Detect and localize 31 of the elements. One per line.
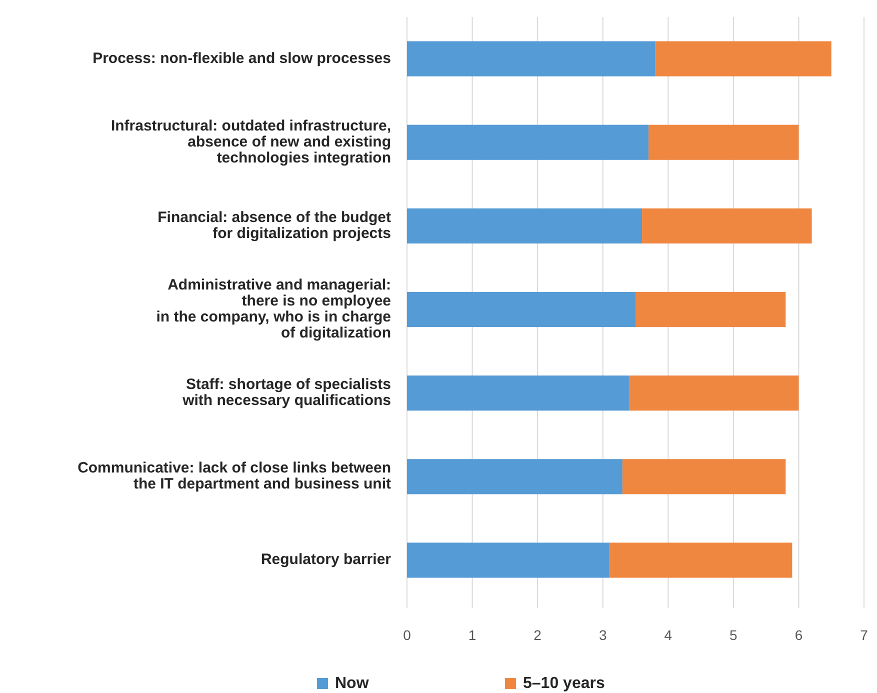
bar <box>648 124 799 160</box>
x-tick-label: 0 <box>403 627 412 643</box>
bar <box>407 376 629 411</box>
bar <box>407 41 656 76</box>
x-tick-label: 5 <box>730 627 738 643</box>
bar <box>622 459 786 494</box>
y-tick-label: Regulatory barrier <box>260 551 392 568</box>
bar <box>407 459 622 494</box>
bar <box>642 208 812 244</box>
bar <box>407 124 649 160</box>
bar <box>407 292 636 328</box>
y-tick-label: Infrastructural: outdated infrastructure, absence of new and existing technologies integration <box>110 117 391 166</box>
bar <box>628 376 799 411</box>
legend-label: 5–10 years <box>523 675 605 692</box>
bar <box>655 41 832 76</box>
y-tick-label: Financial: absence of the budget for digitalization projects <box>158 208 391 242</box>
x-tick-label: 2 <box>534 627 542 643</box>
y-tick-label: Administrative and managerial: there is no employee in the company, who is in charge of digitalization <box>156 276 391 342</box>
bar <box>407 542 610 578</box>
bar <box>609 542 792 578</box>
x-tick-label: 3 <box>598 627 607 643</box>
x-tick-label: 6 <box>794 627 803 643</box>
bar <box>407 208 642 244</box>
y-tick-label: Communicative: lack of close links between the IT department and business unit <box>78 460 391 493</box>
x-tick-label: 7 <box>860 627 868 643</box>
bar <box>636 292 786 328</box>
y-tick-label: Staff: shortage of specialists with necessary qualifications <box>182 376 391 410</box>
x-tick-label: 4 <box>664 627 672 643</box>
y-tick-label: Process: non-flexible and slow processes <box>92 50 391 67</box>
x-tick-label: 1 <box>468 627 476 643</box>
legend-label: Now <box>335 675 370 692</box>
